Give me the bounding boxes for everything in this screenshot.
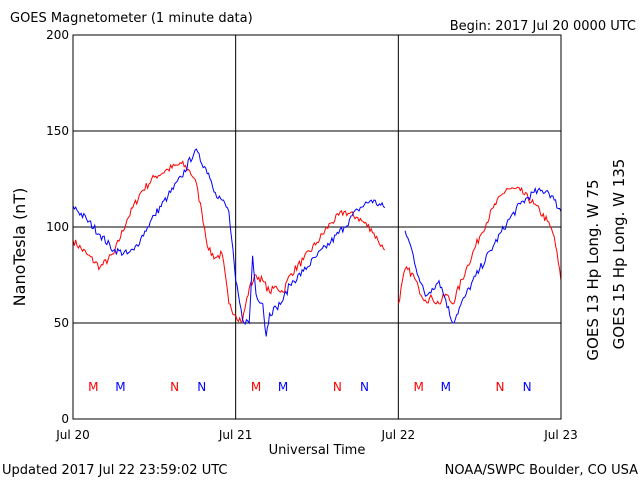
chart-title: GOES Magnetometer (1 minute data) <box>10 11 253 26</box>
y-axis-label: NanoTesla (nT) <box>10 188 29 307</box>
series-layer <box>72 148 562 337</box>
updated-timestamp: Updated 2017 Jul 22 23:59:02 UTC <box>2 463 227 478</box>
x-axis-label: Universal Time <box>269 443 366 458</box>
y-tick-label: 0 <box>61 412 69 426</box>
series-line-1 <box>72 148 562 337</box>
noon-midnight-marker: N <box>170 380 179 394</box>
begin-date: Begin: 2017 Jul 20 0000 UTC <box>450 19 636 34</box>
legend-goes13: GOES 13 Hp Long. W 75 <box>584 179 602 360</box>
noon-midnight-marker: N <box>496 380 505 394</box>
source-credit: NOAA/SWPC Boulder, CO USA <box>445 463 638 478</box>
plot-frame <box>72 34 562 420</box>
x-tick-label: Jul 23 <box>543 428 578 442</box>
noon-midnight-marker: N <box>197 380 206 394</box>
noon-midnight-marker: M <box>413 380 423 394</box>
noon-midnight-marker: M <box>115 380 125 394</box>
x-axis-ticks: Jul 20 Jul 21 Jul 22 Jul 23 <box>55 428 578 442</box>
x-tick-label: Jul 20 <box>55 428 90 442</box>
noon-midnight-marker: N <box>360 380 369 394</box>
noon-midnight-marker: N <box>333 380 342 394</box>
y-tick-label: 150 <box>46 124 69 138</box>
y-tick-label: 100 <box>46 220 69 234</box>
noon-midnight-marker: M <box>278 380 288 394</box>
y-tick-label: 50 <box>54 316 69 330</box>
noon-midnight-marker: M <box>88 380 98 394</box>
legend-goes15: GOES 15 Hp Long. W 135 <box>610 159 628 350</box>
y-axis-ticks: 0 50 100 150 200 <box>46 28 69 426</box>
series-line-0 <box>72 160 562 323</box>
x-tick-label: Jul 22 <box>381 428 416 442</box>
x-tick-label: Jul 21 <box>218 428 253 442</box>
y-tick-label: 200 <box>46 28 69 42</box>
grid-lines <box>73 35 561 419</box>
noon-midnight-marker: M <box>441 380 451 394</box>
noon-midnight-marker: N <box>523 380 532 394</box>
noon-midnight-marker: M <box>251 380 261 394</box>
